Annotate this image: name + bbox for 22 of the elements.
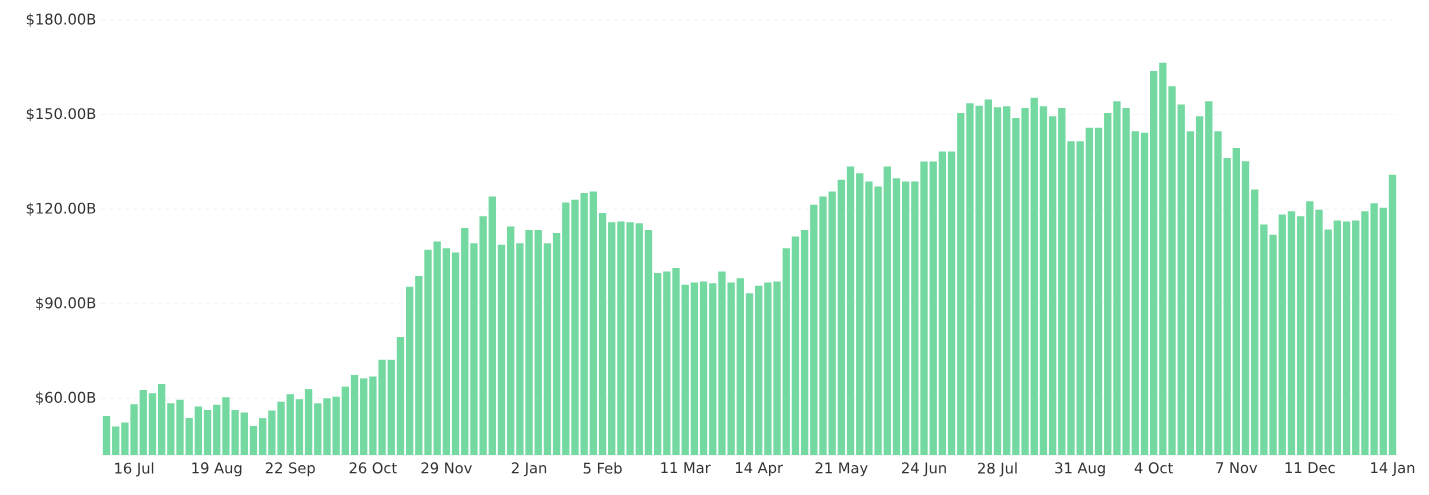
y-tick-label: $180.00B [26, 13, 96, 27]
x-tick-label: 29 Nov [421, 462, 472, 474]
x-tick-label: 14 Apr [735, 462, 784, 477]
x-tick-label: 11 Dec [1285, 462, 1335, 474]
x-tick-label: 11 Mar [661, 462, 711, 474]
x-tick-label: 24 Jun [901, 462, 946, 477]
x-tick-label: 16 Jul [115, 462, 154, 477]
x-tick-label: 22 Sep [265, 462, 315, 477]
y-tick-label: $60.00B [36, 391, 96, 405]
y-tick-label: $120.00B [26, 202, 96, 216]
x-tick-label: 26 Oct [349, 462, 397, 474]
x-tick-label: 7 Nov [1216, 462, 1258, 474]
y-tick-label: $150.00B [26, 107, 96, 122]
x-tick-label: 2 Jan [511, 462, 547, 477]
x-tick-label: 21 May [815, 462, 868, 477]
x-tick-label: 5 Feb [583, 462, 622, 474]
x-tick-label: 14 Jan [1371, 462, 1415, 476]
x-tick-label: 31 Aug [1055, 462, 1105, 477]
x-tick-label: 19 Aug [192, 462, 242, 477]
y-tick-label: $90.00B [36, 297, 96, 311]
x-tick-label: 4 Oct [1134, 462, 1173, 474]
x-tick-label: 28 Jul [978, 462, 1017, 477]
